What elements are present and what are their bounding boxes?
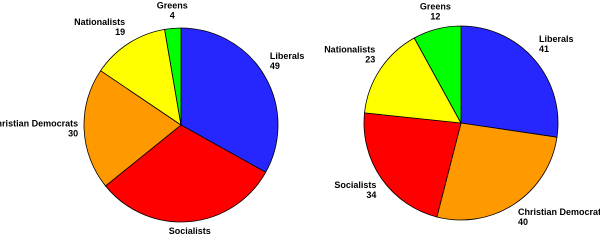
slice-value: 41 <box>539 44 549 54</box>
slice-label: Greens <box>420 2 451 12</box>
slice-value: 4 <box>170 11 175 21</box>
slice-label: Liberals <box>270 51 305 61</box>
slice-label: Nationalists <box>324 44 375 54</box>
slice-label: Liberals <box>539 34 574 44</box>
pie-slice <box>363 112 462 218</box>
slice-label: Nationalists <box>74 17 125 27</box>
slice-value: 19 <box>115 27 125 37</box>
slice-value: 34 <box>366 190 376 200</box>
slice-label: Christian Democrats <box>518 207 600 217</box>
slice-value: 46 <box>185 236 195 237</box>
slice-label: Christian Democrats <box>0 119 78 129</box>
slice-value: 12 <box>430 12 440 22</box>
pie-slice <box>436 122 558 221</box>
slice-label: Greens <box>157 1 188 11</box>
slice-label: Socialists <box>169 226 211 236</box>
pie-slice <box>413 25 462 124</box>
pie-slice <box>460 25 559 138</box>
slice-label: Socialists <box>334 180 376 190</box>
slice-value: 30 <box>68 129 78 139</box>
pie-slice <box>100 28 182 126</box>
pie-slice <box>164 27 182 126</box>
slice-value: 49 <box>270 61 280 71</box>
pie-slice <box>83 70 182 187</box>
pie-slice <box>180 27 279 173</box>
slice-value: 40 <box>518 217 528 227</box>
slice-value: 23 <box>365 54 375 64</box>
pie-slice <box>104 124 267 223</box>
pie-slice <box>364 37 462 124</box>
